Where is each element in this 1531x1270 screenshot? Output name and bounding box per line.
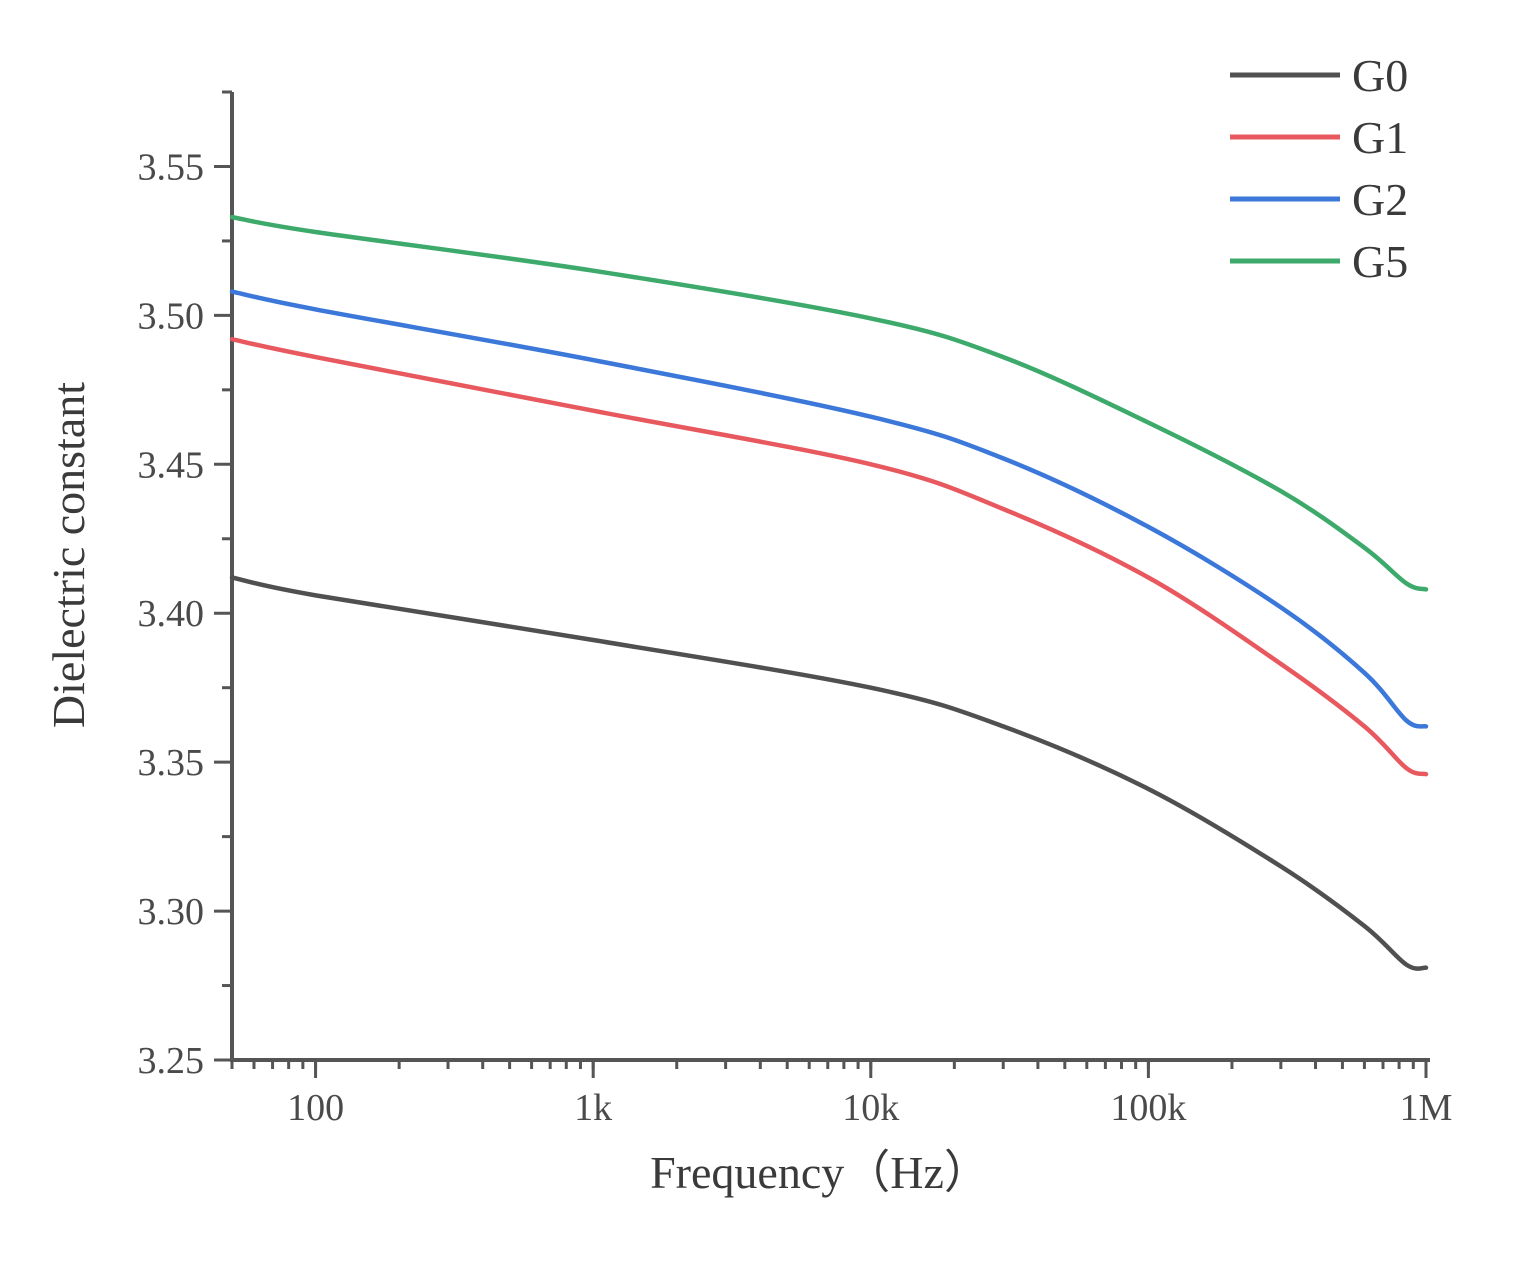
series-group: [229, 214, 1429, 971]
y-tick-label: 3.40: [138, 593, 205, 635]
series-line-g1: [229, 336, 1429, 777]
legend-label-g1: G1: [1352, 112, 1408, 163]
x-tick-label: 100: [287, 1087, 344, 1129]
legend-label-g2: G2: [1352, 174, 1408, 225]
x-axis-ticks: 100 1k 10k 100k 1M: [230, 1060, 1453, 1129]
y-axis-title: Dielectric constant: [43, 382, 94, 728]
y-tick-label: 3.45: [138, 444, 205, 486]
series-line-g5: [229, 214, 1429, 592]
legend-label-g5: G5: [1352, 236, 1408, 287]
legend: G0 G1 G2 G5: [1230, 50, 1408, 287]
y-tick-label: 3.50: [138, 295, 205, 337]
x-tick-label: 1M: [1400, 1087, 1453, 1129]
y-tick-label: 3.25: [138, 1040, 205, 1082]
series-line-g0: [229, 575, 1429, 971]
y-axis-ticks: 3.25 3.30 3.35 3.40 3.45 3.50 3.55: [138, 90, 232, 1082]
series-line-g2: [229, 289, 1429, 729]
x-tick-label: 1k: [574, 1087, 612, 1129]
x-tick-label: 100k: [1110, 1087, 1186, 1129]
plot-area: [230, 92, 1430, 1062]
y-tick-label: 3.55: [138, 146, 205, 188]
y-tick-label: 3.30: [138, 891, 205, 933]
legend-label-g0: G0: [1352, 50, 1408, 101]
y-tick-label: 3.35: [138, 742, 205, 784]
x-axis-title: Frequency（Hz）: [650, 1147, 990, 1198]
x-tick-label: 10k: [842, 1087, 899, 1129]
